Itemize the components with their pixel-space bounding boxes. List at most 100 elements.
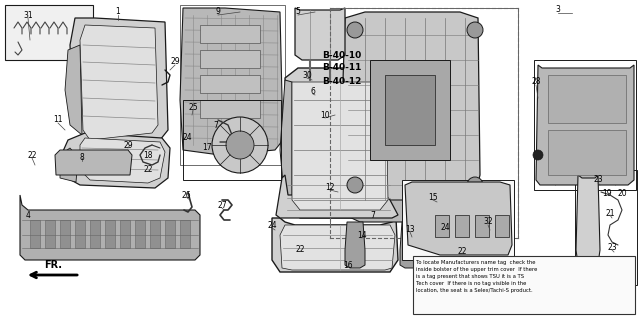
Circle shape (533, 150, 543, 160)
Text: 24: 24 (267, 220, 277, 229)
Circle shape (212, 117, 268, 173)
Polygon shape (292, 82, 388, 210)
Text: B-40-10: B-40-10 (323, 50, 362, 60)
Bar (370, 60, 450, 160)
Bar (548, 75, 626, 123)
Polygon shape (400, 222, 420, 268)
Bar (183, 100, 281, 180)
Text: 15: 15 (428, 194, 438, 203)
Text: 7: 7 (371, 211, 376, 219)
Polygon shape (345, 222, 365, 268)
Polygon shape (80, 25, 158, 140)
Text: 31: 31 (23, 11, 33, 19)
Bar (402, 180, 514, 260)
Text: 25: 25 (188, 103, 198, 113)
Bar (534, 60, 636, 190)
Polygon shape (455, 222, 475, 268)
Bar (165, 220, 175, 248)
Text: 22: 22 (143, 166, 153, 174)
Polygon shape (340, 200, 482, 222)
Polygon shape (295, 8, 345, 60)
Bar (200, 100, 260, 118)
Text: 13: 13 (405, 226, 415, 234)
Text: 22: 22 (28, 151, 36, 160)
Text: 9: 9 (216, 8, 220, 17)
Text: 1: 1 (116, 8, 120, 17)
Text: 6: 6 (310, 86, 316, 95)
Text: 22: 22 (295, 246, 305, 255)
Bar (75, 220, 85, 248)
Polygon shape (60, 148, 78, 182)
Text: 24: 24 (440, 224, 450, 233)
Bar (5, 5, 93, 60)
Bar (180, 5, 285, 165)
Circle shape (467, 22, 483, 38)
Polygon shape (280, 225, 395, 270)
Text: 26: 26 (181, 190, 191, 199)
Bar (475, 215, 489, 237)
Bar (180, 220, 190, 248)
Bar (495, 215, 509, 237)
Polygon shape (80, 138, 165, 183)
Bar (105, 220, 115, 248)
Text: 22: 22 (457, 248, 467, 256)
Bar (200, 75, 260, 93)
Text: B-40-11: B-40-11 (323, 63, 362, 72)
Text: 21: 21 (605, 209, 615, 218)
Circle shape (347, 177, 363, 193)
Polygon shape (385, 80, 395, 210)
Polygon shape (536, 65, 634, 185)
Text: 18: 18 (143, 151, 153, 160)
Text: 14: 14 (357, 231, 367, 240)
Polygon shape (405, 182, 512, 255)
Bar (330, 8, 518, 238)
Bar (45, 220, 55, 248)
Circle shape (347, 22, 363, 38)
Polygon shape (285, 68, 392, 218)
Bar (548, 130, 626, 175)
Text: 17: 17 (202, 143, 212, 152)
Circle shape (467, 177, 483, 193)
Text: 29: 29 (123, 140, 133, 150)
Polygon shape (280, 80, 292, 210)
Text: B-40-12: B-40-12 (323, 77, 362, 85)
Text: 20: 20 (617, 189, 627, 197)
Text: 3: 3 (556, 5, 561, 14)
Text: 23: 23 (607, 243, 617, 253)
Bar (30, 220, 40, 248)
Text: 5: 5 (296, 8, 300, 17)
Text: 23: 23 (593, 175, 603, 184)
Bar (120, 220, 130, 248)
Text: 32: 32 (483, 218, 493, 226)
Bar (200, 50, 260, 68)
Text: 24: 24 (182, 132, 192, 142)
Polygon shape (65, 45, 82, 135)
Bar (200, 25, 260, 43)
Text: 30: 30 (302, 70, 312, 79)
Bar (413, 256, 635, 314)
Polygon shape (60, 133, 170, 188)
Polygon shape (272, 218, 398, 272)
Text: 27: 27 (217, 201, 227, 210)
Polygon shape (340, 12, 480, 205)
Text: 19: 19 (602, 189, 612, 197)
Text: FR.: FR. (44, 260, 62, 270)
Text: 12: 12 (325, 183, 335, 192)
Text: 29: 29 (170, 57, 180, 66)
Bar (60, 220, 70, 248)
Bar (575, 170, 637, 285)
Polygon shape (70, 18, 168, 148)
Bar (90, 220, 100, 248)
Polygon shape (276, 175, 398, 218)
Bar (455, 215, 469, 237)
Bar (150, 220, 160, 248)
Polygon shape (55, 150, 132, 175)
Text: 8: 8 (79, 153, 84, 162)
Polygon shape (20, 195, 200, 260)
Text: 11: 11 (53, 115, 63, 124)
Polygon shape (180, 8, 283, 155)
Text: 7: 7 (214, 121, 218, 130)
Text: 4: 4 (26, 211, 31, 219)
Text: To locate Manufacturers name tag  check the
inside bolster of the upper trim cov: To locate Manufacturers name tag check t… (416, 260, 538, 293)
Bar (435, 215, 449, 237)
